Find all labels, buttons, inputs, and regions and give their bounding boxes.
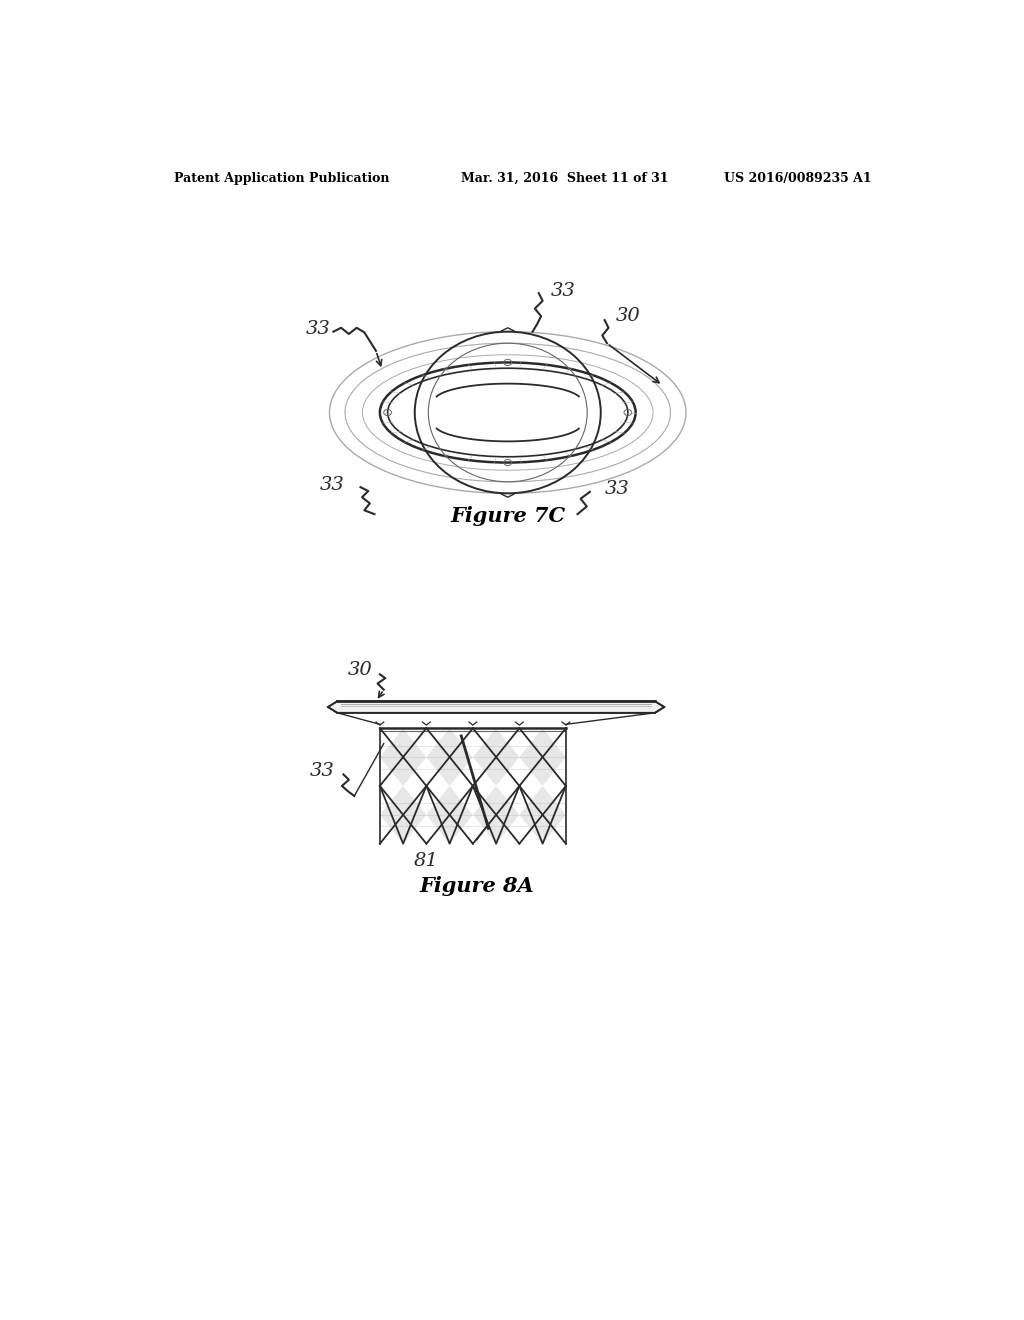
Text: 33: 33	[319, 477, 344, 494]
Polygon shape	[380, 785, 403, 843]
Text: 33: 33	[604, 480, 630, 499]
Polygon shape	[473, 785, 496, 843]
Polygon shape	[473, 729, 496, 785]
Text: Mar. 31, 2016  Sheet 11 of 31: Mar. 31, 2016 Sheet 11 of 31	[461, 173, 669, 185]
Text: 30: 30	[348, 661, 373, 680]
Text: 81: 81	[414, 851, 438, 870]
Polygon shape	[403, 785, 426, 843]
Polygon shape	[426, 729, 450, 785]
Text: Figure 8A: Figure 8A	[420, 876, 535, 896]
Polygon shape	[426, 785, 450, 843]
Text: 33: 33	[305, 321, 331, 338]
Polygon shape	[543, 785, 566, 843]
Polygon shape	[496, 729, 519, 785]
Text: Figure 7C: Figure 7C	[451, 507, 565, 527]
Text: Patent Application Publication: Patent Application Publication	[174, 173, 390, 185]
Text: 33: 33	[550, 282, 575, 300]
Polygon shape	[450, 785, 473, 843]
Polygon shape	[519, 729, 543, 785]
Polygon shape	[450, 729, 473, 785]
Text: 30: 30	[616, 308, 641, 325]
Text: US 2016/0089235 A1: US 2016/0089235 A1	[724, 173, 872, 185]
Polygon shape	[543, 729, 566, 785]
Polygon shape	[328, 701, 665, 713]
Polygon shape	[403, 729, 426, 785]
Polygon shape	[380, 729, 403, 785]
Text: 33: 33	[309, 762, 334, 780]
Polygon shape	[519, 785, 543, 843]
Polygon shape	[496, 785, 519, 843]
